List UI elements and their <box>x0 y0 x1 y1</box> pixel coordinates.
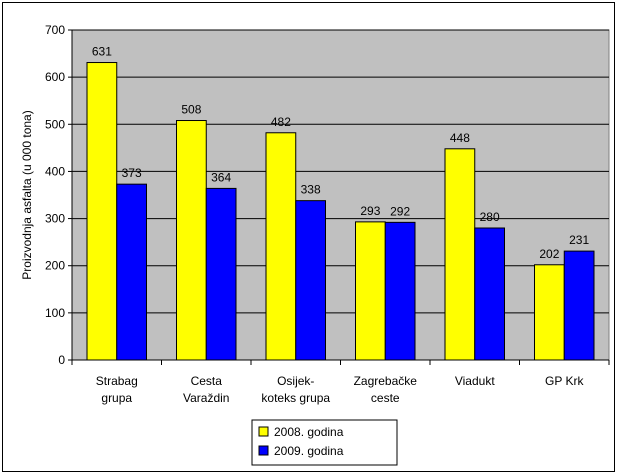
legend <box>251 419 398 466</box>
y-tick-label: 500 <box>45 117 65 131</box>
y-tick-label: 300 <box>45 212 65 226</box>
data-label: 373 <box>122 166 142 180</box>
bar <box>205 187 237 361</box>
y-tick-label: 400 <box>45 164 65 178</box>
legend-label: 2008. godina <box>274 425 344 439</box>
legend-label: 2009. godina <box>274 444 344 458</box>
bar <box>474 227 505 361</box>
bar <box>116 183 147 361</box>
data-label: 448 <box>450 131 470 145</box>
y-tick-label: 0 <box>58 353 65 367</box>
bar <box>86 62 118 361</box>
bar <box>295 200 326 361</box>
bar <box>563 250 595 361</box>
legend-swatch <box>258 426 269 437</box>
x-tick-label: Cesta <box>191 374 223 388</box>
x-tick-label: GP Krk <box>545 374 584 388</box>
bar <box>355 221 386 361</box>
data-label: 482 <box>271 115 291 129</box>
data-label: 202 <box>539 247 559 261</box>
y-tick-label: 600 <box>45 70 65 84</box>
bar <box>176 120 207 361</box>
x-tick-label: ceste <box>371 391 400 405</box>
y-tick-label: 700 <box>45 23 65 37</box>
x-tick-label: grupa <box>101 391 132 405</box>
data-label: 508 <box>181 103 201 117</box>
x-tick-label: Osijek- <box>277 374 314 388</box>
data-label: 231 <box>569 233 589 247</box>
y-tick-label: 200 <box>45 259 65 273</box>
bar <box>265 132 297 361</box>
plot-area <box>71 29 610 361</box>
data-label: 338 <box>301 183 321 197</box>
x-tick-label: Varaždin <box>183 391 229 405</box>
legend-swatch <box>258 445 269 456</box>
x-tick-label: Zagrebačke <box>354 374 418 388</box>
bar <box>444 148 476 361</box>
bar <box>534 264 565 361</box>
x-tick-label: koteks grupa <box>261 391 330 405</box>
data-label: 280 <box>480 210 500 224</box>
y-tick-label: 100 <box>45 306 65 320</box>
data-label: 292 <box>390 204 410 218</box>
x-tick-label: Viadukt <box>455 374 495 388</box>
data-label: 293 <box>360 204 380 218</box>
data-label: 631 <box>92 45 112 59</box>
bar <box>384 221 416 361</box>
y-axis-title: Proizvodnja asfalta (u 000 tona) <box>20 110 34 279</box>
data-label: 364 <box>211 170 231 184</box>
x-tick-label: Strabag <box>96 374 138 388</box>
